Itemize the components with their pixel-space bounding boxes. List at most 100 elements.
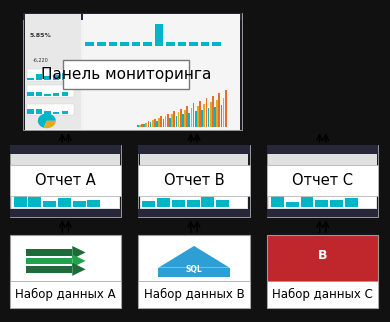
FancyBboxPatch shape [152, 120, 154, 127]
FancyBboxPatch shape [139, 125, 141, 127]
FancyBboxPatch shape [53, 93, 60, 96]
FancyBboxPatch shape [58, 198, 71, 207]
FancyBboxPatch shape [206, 98, 207, 127]
FancyBboxPatch shape [138, 145, 250, 217]
FancyBboxPatch shape [166, 42, 175, 46]
FancyBboxPatch shape [27, 249, 72, 256]
FancyBboxPatch shape [109, 80, 111, 85]
FancyBboxPatch shape [36, 92, 43, 96]
FancyBboxPatch shape [213, 42, 221, 46]
FancyBboxPatch shape [188, 113, 190, 127]
FancyBboxPatch shape [138, 235, 250, 308]
Text: Отчет С: Отчет С [292, 173, 353, 188]
FancyBboxPatch shape [157, 198, 170, 207]
FancyBboxPatch shape [27, 78, 34, 80]
FancyBboxPatch shape [97, 42, 106, 46]
FancyBboxPatch shape [145, 123, 147, 127]
FancyBboxPatch shape [27, 258, 72, 264]
FancyBboxPatch shape [142, 201, 155, 207]
FancyBboxPatch shape [44, 76, 51, 80]
FancyBboxPatch shape [267, 235, 378, 308]
FancyBboxPatch shape [197, 106, 199, 127]
FancyBboxPatch shape [178, 112, 179, 127]
FancyBboxPatch shape [268, 154, 377, 209]
FancyBboxPatch shape [171, 114, 173, 127]
FancyBboxPatch shape [108, 42, 117, 46]
FancyBboxPatch shape [212, 96, 214, 127]
FancyBboxPatch shape [83, 14, 240, 129]
FancyBboxPatch shape [199, 101, 201, 127]
FancyBboxPatch shape [147, 121, 149, 127]
FancyBboxPatch shape [316, 200, 328, 207]
FancyBboxPatch shape [286, 202, 299, 207]
FancyBboxPatch shape [85, 42, 94, 46]
FancyBboxPatch shape [201, 42, 209, 46]
FancyBboxPatch shape [223, 98, 224, 127]
FancyBboxPatch shape [176, 116, 177, 127]
FancyBboxPatch shape [140, 154, 248, 209]
FancyBboxPatch shape [10, 165, 121, 195]
FancyBboxPatch shape [184, 110, 186, 127]
FancyBboxPatch shape [121, 80, 122, 85]
FancyBboxPatch shape [156, 121, 158, 127]
Wedge shape [38, 113, 56, 128]
FancyBboxPatch shape [130, 83, 132, 85]
FancyBboxPatch shape [138, 281, 250, 308]
FancyBboxPatch shape [137, 125, 138, 127]
FancyBboxPatch shape [172, 200, 185, 207]
FancyBboxPatch shape [267, 145, 378, 217]
FancyBboxPatch shape [62, 111, 68, 114]
FancyBboxPatch shape [161, 116, 162, 127]
FancyBboxPatch shape [27, 104, 74, 115]
FancyBboxPatch shape [301, 197, 314, 207]
FancyBboxPatch shape [36, 109, 43, 114]
FancyBboxPatch shape [10, 209, 121, 217]
FancyBboxPatch shape [131, 42, 140, 46]
FancyBboxPatch shape [187, 200, 200, 207]
FancyBboxPatch shape [88, 81, 90, 85]
FancyBboxPatch shape [10, 145, 121, 154]
FancyBboxPatch shape [138, 165, 250, 195]
Text: Отчет А: Отчет А [35, 173, 96, 188]
FancyBboxPatch shape [330, 200, 343, 207]
FancyBboxPatch shape [27, 85, 74, 97]
FancyBboxPatch shape [73, 201, 86, 207]
FancyBboxPatch shape [158, 268, 230, 277]
FancyBboxPatch shape [182, 114, 184, 127]
FancyBboxPatch shape [180, 109, 181, 127]
Polygon shape [72, 263, 86, 276]
FancyBboxPatch shape [27, 69, 74, 81]
Text: Отчет В: Отчет В [164, 173, 224, 188]
FancyBboxPatch shape [155, 24, 163, 46]
FancyBboxPatch shape [44, 94, 51, 96]
FancyBboxPatch shape [36, 74, 43, 80]
Text: Панель мониторинга: Панель мониторинга [41, 67, 211, 82]
FancyBboxPatch shape [204, 104, 205, 127]
FancyBboxPatch shape [271, 195, 284, 207]
FancyBboxPatch shape [210, 102, 211, 127]
FancyBboxPatch shape [63, 60, 190, 89]
FancyBboxPatch shape [113, 77, 115, 81]
FancyBboxPatch shape [218, 93, 220, 127]
FancyBboxPatch shape [267, 209, 378, 217]
FancyBboxPatch shape [23, 13, 242, 20]
FancyBboxPatch shape [62, 73, 68, 80]
FancyBboxPatch shape [201, 197, 215, 207]
FancyBboxPatch shape [345, 198, 358, 207]
FancyBboxPatch shape [25, 14, 81, 129]
FancyBboxPatch shape [28, 196, 41, 207]
FancyBboxPatch shape [53, 75, 60, 80]
FancyBboxPatch shape [12, 168, 119, 208]
FancyBboxPatch shape [174, 111, 175, 127]
FancyBboxPatch shape [138, 209, 250, 217]
Polygon shape [158, 246, 230, 268]
FancyBboxPatch shape [125, 83, 127, 85]
FancyBboxPatch shape [143, 42, 152, 46]
FancyBboxPatch shape [225, 90, 227, 127]
Wedge shape [44, 121, 56, 128]
FancyBboxPatch shape [87, 200, 100, 207]
FancyBboxPatch shape [10, 281, 121, 308]
FancyBboxPatch shape [169, 118, 171, 127]
FancyBboxPatch shape [193, 103, 194, 127]
FancyBboxPatch shape [92, 71, 94, 79]
